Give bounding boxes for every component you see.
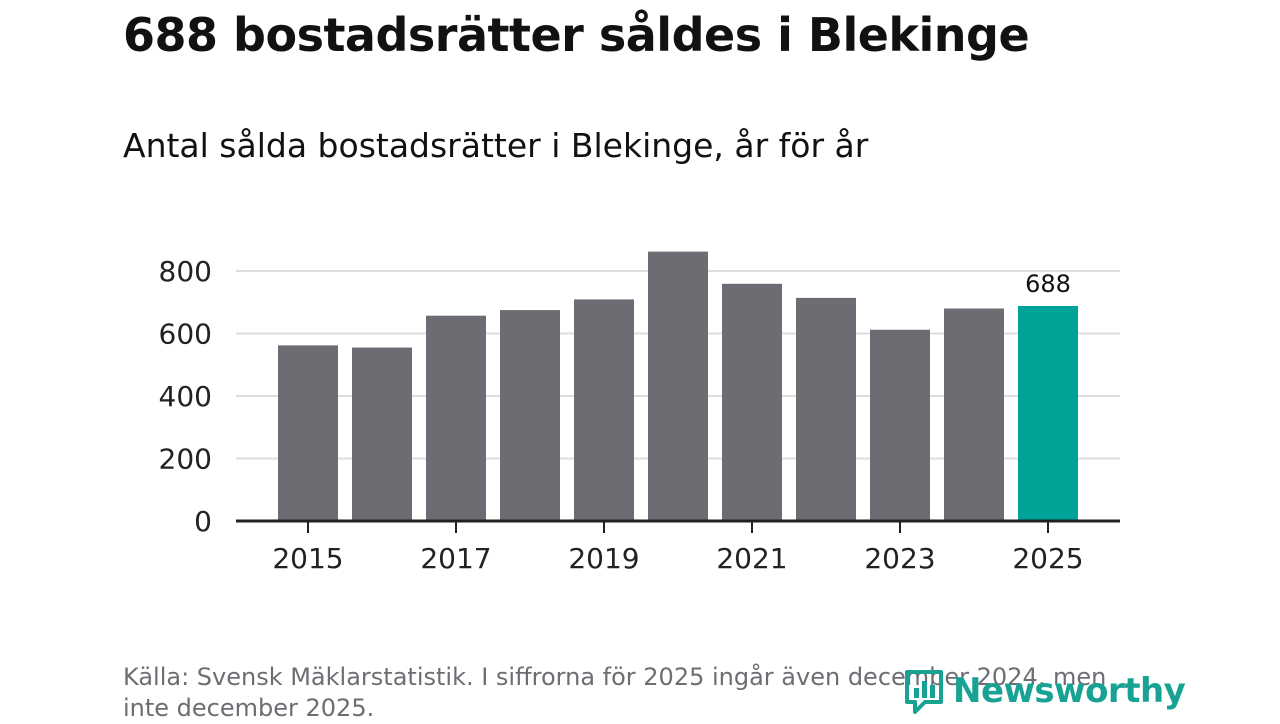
x-tick-label: 2025 xyxy=(1012,542,1083,575)
y-tick-label: 0 xyxy=(194,505,212,538)
chart-subtitle: Antal sålda bostadsrätter i Blekinge, år… xyxy=(123,126,869,165)
bar-2018 xyxy=(500,310,560,521)
x-tick-label: 2019 xyxy=(568,542,639,575)
bar-2023 xyxy=(870,329,930,521)
x-tick-label: 2017 xyxy=(420,542,491,575)
x-tick-label: 2015 xyxy=(272,542,343,575)
bar-2022 xyxy=(796,297,856,521)
bar-2015 xyxy=(278,345,338,521)
brand-logo: Newsworthy xyxy=(903,668,1186,714)
x-tick-label: 2021 xyxy=(716,542,787,575)
bar-2024 xyxy=(944,308,1004,521)
bar-2017 xyxy=(426,315,486,521)
x-tick-label: 2023 xyxy=(864,542,935,575)
bar-chart-logo-icon xyxy=(905,670,943,714)
bar-2020 xyxy=(648,251,708,521)
y-tick-label: 800 xyxy=(159,255,212,288)
headline: 688 bostadsrätter såldes i Blekinge xyxy=(123,8,1030,62)
bar-2021 xyxy=(722,283,782,521)
y-tick-label: 400 xyxy=(159,380,212,413)
data-label: 688 xyxy=(1025,270,1071,298)
brand-name: Newsworthy xyxy=(953,671,1186,711)
bar-2016 xyxy=(352,347,412,521)
bar-2025 xyxy=(1018,306,1078,521)
bar-2019 xyxy=(574,299,634,521)
y-tick-label: 600 xyxy=(159,318,212,351)
y-tick-label: 200 xyxy=(159,443,212,476)
